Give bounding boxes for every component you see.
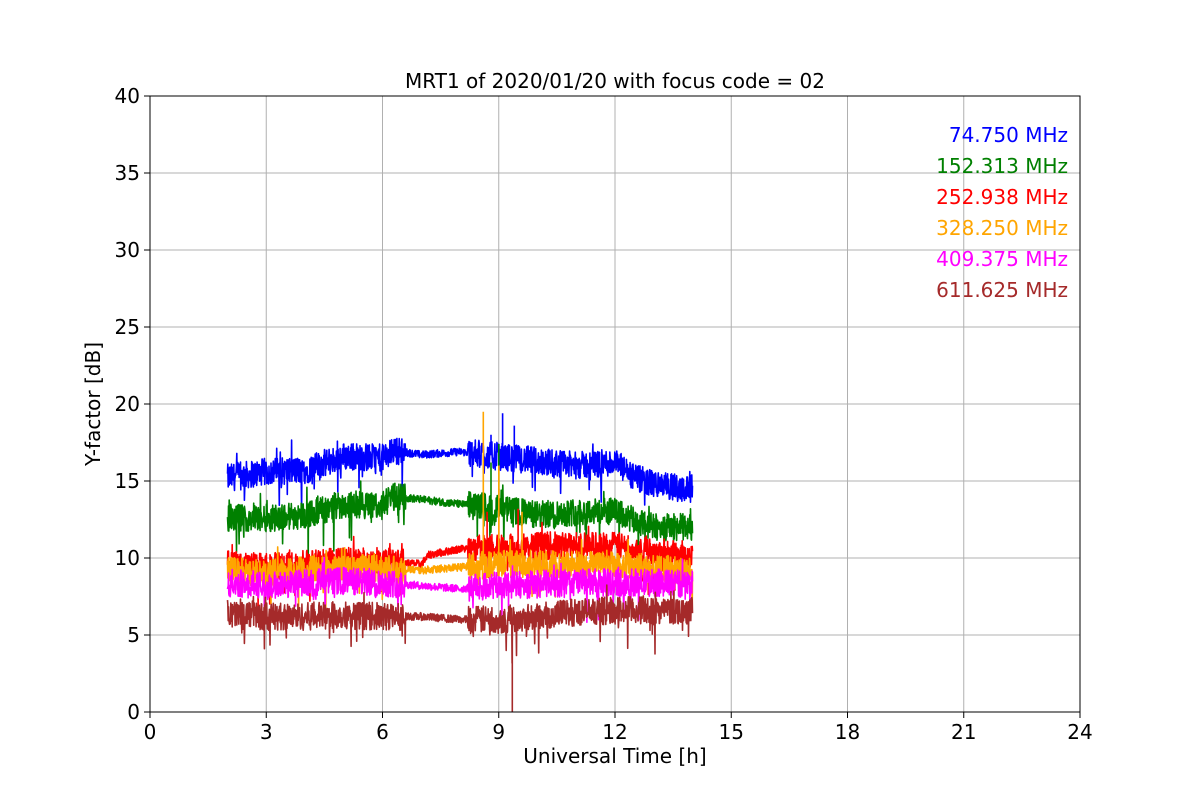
- x-tick-label: 12: [602, 720, 627, 744]
- legend-entry: 328.250 MHz: [936, 216, 1068, 240]
- y-tick-label: 25: [115, 315, 140, 339]
- legend-entry: 252.938 MHz: [936, 185, 1068, 209]
- y-tick-label: 35: [115, 161, 140, 185]
- legend-entry: 74.750 MHz: [949, 123, 1068, 147]
- x-tick-label: 0: [144, 720, 157, 744]
- y-tick-label: 15: [115, 469, 140, 493]
- y-tick-label: 30: [115, 238, 140, 262]
- axis-ticks: 0 3 6 9 12 15 18 21 24 0 5 10 15 20 25 30 35 40: [115, 84, 1093, 744]
- x-tick-label: 21: [951, 720, 976, 744]
- y-tick-label: 0: [127, 700, 140, 724]
- x-tick-label: 15: [719, 720, 744, 744]
- x-tick-label: 9: [492, 720, 505, 744]
- y-axis-label: Y-factor [dB]: [81, 342, 105, 467]
- legend-entry: 152.313 MHz: [936, 154, 1068, 178]
- series-line: [226, 413, 694, 512]
- series-lines: [226, 411, 694, 712]
- y-tick-label: 40: [115, 84, 140, 108]
- series-line: [226, 584, 694, 712]
- x-axis-label: Universal Time [h]: [523, 744, 706, 768]
- x-tick-label: 6: [376, 720, 389, 744]
- chart-title: MRT1 of 2020/01/20 with focus code = 02: [405, 69, 825, 93]
- y-tick-label: 10: [115, 546, 140, 570]
- series-line: [226, 488, 694, 607]
- x-tick-label: 18: [835, 720, 860, 744]
- series-line: [226, 411, 694, 614]
- y-tick-label: 20: [115, 392, 140, 416]
- x-tick-label: 24: [1067, 720, 1092, 744]
- y-tick-label: 5: [127, 623, 140, 647]
- x-tick-label: 3: [260, 720, 273, 744]
- legend: 74.750 MHz 152.313 MHz 252.938 MHz 328.250 …: [936, 123, 1068, 302]
- legend-entry: 611.625 MHz: [936, 278, 1068, 302]
- legend-entry: 409.375 MHz: [936, 247, 1068, 271]
- series-line: [226, 556, 694, 623]
